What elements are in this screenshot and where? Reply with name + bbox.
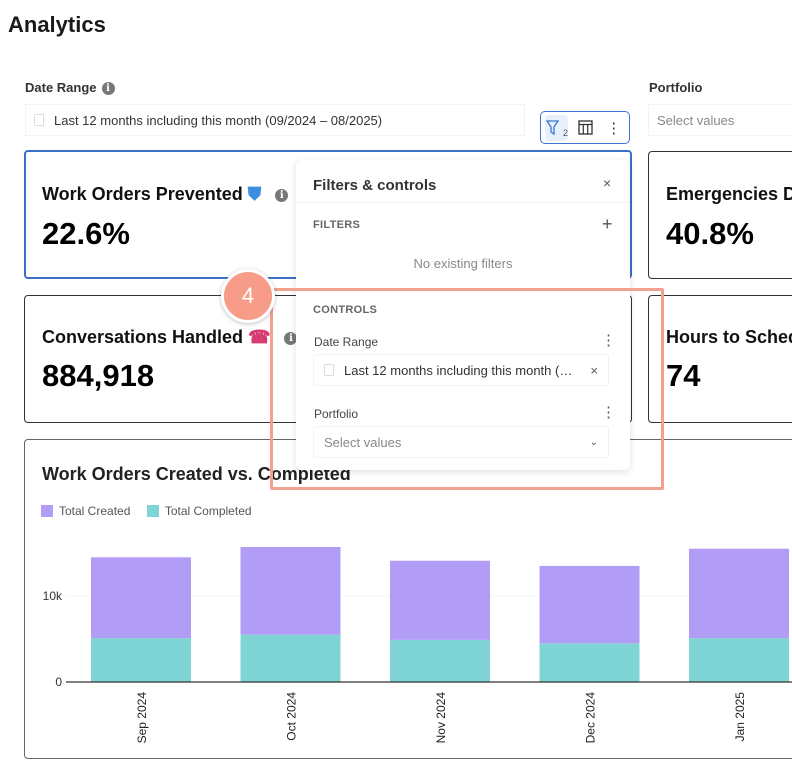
legend-swatch bbox=[146, 505, 159, 517]
kpi-card-emergencies: Emergencies D 40.8% bbox=[648, 151, 792, 279]
chart-title: Work Orders Created vs. Completed bbox=[42, 464, 351, 484]
control-portfolio-placeholder: Select values bbox=[324, 434, 402, 450]
add-filter-icon[interactable]: + bbox=[602, 214, 613, 234]
divider bbox=[296, 202, 630, 203]
kpi-value: 22.6% bbox=[42, 216, 130, 251]
info-icon[interactable]: i bbox=[101, 82, 115, 96]
telephone-icon: ☎ bbox=[248, 327, 271, 347]
kpi-value: 884,918 bbox=[42, 358, 155, 393]
control-date-range-field[interactable]: Last 12 months including this month (… × bbox=[313, 354, 609, 386]
bar-completed bbox=[539, 643, 640, 682]
kpi-title: Conversations Handled ☎ i bbox=[42, 327, 298, 348]
clear-icon[interactable]: × bbox=[590, 362, 598, 378]
kpi-title: Emergencies D bbox=[666, 184, 792, 204]
kpi-title: Work Orders Prevented ⛊ i bbox=[42, 184, 289, 205]
more-options-button[interactable]: ⋮ bbox=[603, 115, 625, 141]
x-tick-label: Dec 2024 bbox=[584, 692, 598, 744]
date-range-label-text: Date Range bbox=[25, 80, 97, 95]
x-tick-label: Oct 2024 bbox=[285, 692, 299, 741]
control-date-range-value: Last 12 months including this month (… bbox=[344, 362, 573, 378]
x-tick-label: Nov 2024 bbox=[434, 692, 448, 744]
table-button[interactable] bbox=[574, 115, 596, 141]
bar-created bbox=[689, 548, 789, 639]
filters-header: FILTERS bbox=[313, 219, 361, 231]
kpi-title: Hours to Sched bbox=[666, 327, 792, 347]
legend-label: Total Created bbox=[59, 504, 131, 518]
more-vertical-icon[interactable]: ⋮ bbox=[601, 332, 616, 349]
control-portfolio-select[interactable]: Select values ⌄ bbox=[313, 426, 609, 458]
bar-completed bbox=[390, 639, 490, 682]
control-date-range-label: Date Range bbox=[314, 335, 379, 349]
date-range-control[interactable]: Last 12 months including this month (09/… bbox=[25, 104, 525, 136]
chart-legend: Total Created Total Completed bbox=[41, 504, 264, 522]
legend-item-created[interactable]: Total Created bbox=[41, 504, 130, 518]
filter-count: 2 bbox=[563, 127, 569, 138]
more-vertical-icon[interactable]: ⋮ bbox=[601, 404, 616, 421]
x-tick-label: Jan 2025 bbox=[733, 692, 747, 742]
controls-header: CONTROLS bbox=[313, 304, 378, 316]
legend-swatch bbox=[41, 505, 53, 517]
filter-icon bbox=[545, 119, 560, 135]
control-portfolio-label: Portfolio bbox=[314, 407, 359, 421]
kpi-value: 40.8% bbox=[666, 216, 754, 251]
chart-card: Work Orders Created vs. Completed Total … bbox=[24, 439, 792, 759]
more-vertical-icon: ⋮ bbox=[606, 119, 622, 137]
annotation-step-badge: 4 bbox=[221, 269, 275, 323]
x-tick-label: Sep 2024 bbox=[135, 692, 149, 744]
info-icon[interactable]: i bbox=[284, 331, 298, 345]
portfolio-select[interactable]: Select values bbox=[648, 104, 792, 136]
kpi-card-hours-to-schedule: Hours to Sched 74 bbox=[648, 295, 792, 423]
no-filters-text: No existing filters bbox=[413, 256, 513, 271]
y-tick-label: 10k bbox=[43, 589, 63, 603]
bar-completed bbox=[91, 638, 191, 682]
page-title: Analytics bbox=[8, 12, 106, 37]
bar-created bbox=[240, 546, 341, 635]
bar-created bbox=[539, 565, 640, 644]
info-icon[interactable]: i bbox=[275, 188, 289, 202]
date-range-label: Date Range i bbox=[25, 80, 115, 96]
annotation-highlight-box bbox=[270, 288, 664, 490]
bar-chart: 0 10k Sep 2024 Oct 2024 Nov 2024 Dec 2024 Jan … bbox=[43, 546, 792, 744]
date-range-value: Last 12 months including this month (09/… bbox=[54, 112, 383, 128]
shield-icon: ⛊ bbox=[247, 184, 262, 204]
table-icon bbox=[578, 120, 593, 135]
legend-label: Total Completed bbox=[164, 504, 252, 518]
y-tick-label: 0 bbox=[55, 675, 62, 689]
panel-title: Filters & controls bbox=[313, 177, 437, 194]
kpi-title-text: Work Orders Prevented bbox=[42, 184, 243, 204]
kpi-value: 74 bbox=[666, 358, 701, 393]
portfolio-label: Portfolio bbox=[649, 80, 703, 95]
bar-completed bbox=[240, 634, 341, 682]
card-toolbar: 2 ⋮ bbox=[540, 111, 630, 144]
calendar-icon bbox=[34, 114, 44, 126]
kpi-title-text: Conversations Handled bbox=[42, 327, 244, 347]
legend-item-completed[interactable]: Total Completed bbox=[146, 504, 252, 518]
bar-completed bbox=[689, 638, 789, 682]
bar-created bbox=[91, 557, 191, 639]
filters-controls-panel: Filters & controls × FILTERS + No existi… bbox=[296, 160, 630, 470]
chevron-down-icon: ⌄ bbox=[589, 436, 598, 448]
calendar-icon bbox=[324, 364, 334, 376]
bar-created bbox=[390, 560, 490, 640]
filter-button[interactable]: 2 bbox=[545, 114, 569, 141]
close-icon[interactable]: × bbox=[603, 175, 612, 191]
